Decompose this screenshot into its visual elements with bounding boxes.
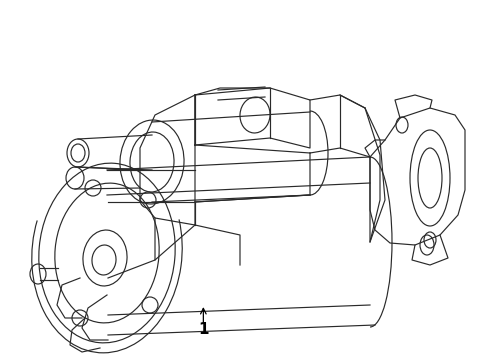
Text: 1: 1 (198, 321, 209, 337)
